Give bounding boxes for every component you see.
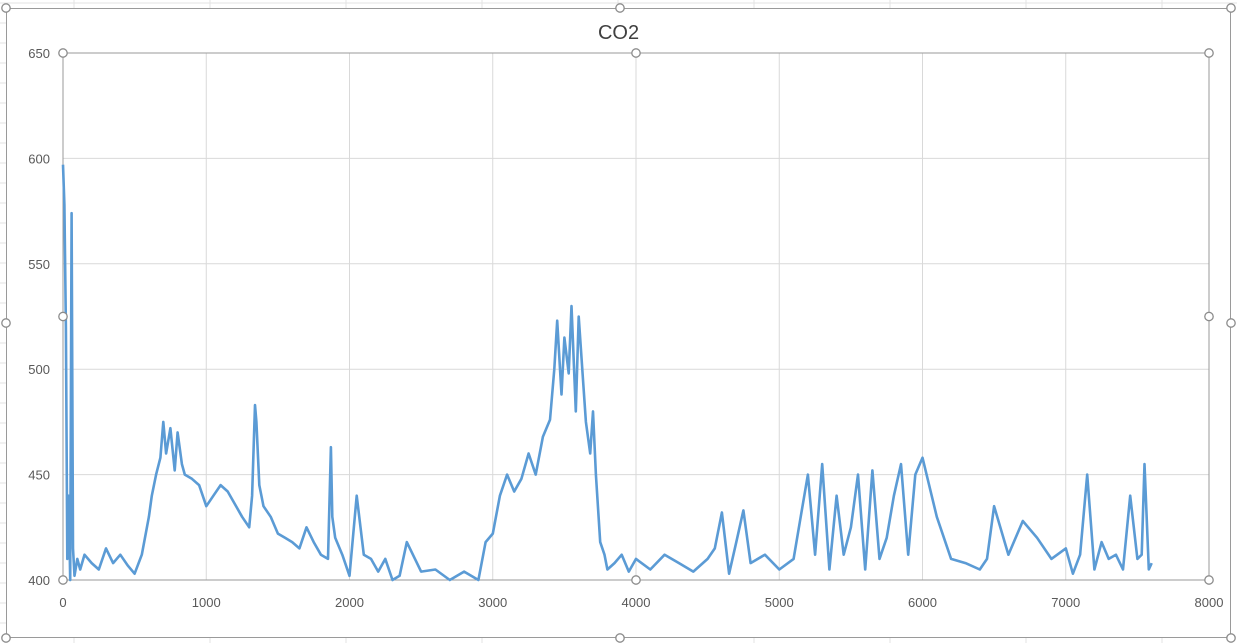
x-tick-label: 8000 [1195,595,1224,610]
plot-area-resize-handle[interactable] [1204,575,1214,585]
x-tick-label: 7000 [1051,595,1080,610]
plot-area-resize-handle[interactable] [631,48,641,58]
plot-area-resize-handle[interactable] [58,575,68,585]
y-tick-label: 450 [28,468,50,483]
x-tick-label: 4000 [622,595,651,610]
co2-series-line[interactable] [61,164,1153,582]
y-axis-tick-labels: 400 450 500 550 600 650 [28,46,50,588]
x-tick-label: 5000 [765,595,794,610]
y-tick-label: 500 [28,362,50,377]
chart-area-resize-handle[interactable] [615,633,625,643]
x-tick-label: 3000 [478,595,507,610]
chart-title: CO2 [597,22,640,44]
x-axis-tick-labels: 0 1000 2000 3000 4000 5000 6000 7000 8000 [59,595,1223,610]
chart-area-resize-handle[interactable] [1,633,11,643]
chart-area-resize-handle[interactable] [1226,633,1236,643]
x-tick-label: 2000 [335,595,364,610]
y-tick-label: 650 [28,46,50,61]
y-tick-label: 600 [28,151,50,166]
plot-area-resize-handle[interactable] [58,311,68,322]
chart-area[interactable] [6,8,1231,638]
series-layer [61,164,1153,582]
gridlines [62,52,1210,581]
plot-area-resize-handle[interactable] [1204,48,1214,58]
plot-area-resize-handle[interactable] [1204,311,1214,322]
x-tick-label: 6000 [908,595,937,610]
plot-area-resize-handle[interactable] [58,48,68,58]
chart-area-resize-handle[interactable] [1,318,11,328]
chart-area-resize-handle[interactable] [1,3,11,13]
selection-handles [1,3,1236,643]
plot-area-resize-handle[interactable] [631,575,641,585]
y-tick-label: 550 [28,257,50,272]
chart-area-resize-handle[interactable] [1226,318,1236,328]
chart-area-resize-handle[interactable] [615,3,625,13]
x-tick-label: 0 [59,595,66,610]
chart-area-resize-handle[interactable] [1226,3,1236,13]
x-tick-label: 1000 [192,595,221,610]
y-tick-label: 400 [28,573,50,588]
